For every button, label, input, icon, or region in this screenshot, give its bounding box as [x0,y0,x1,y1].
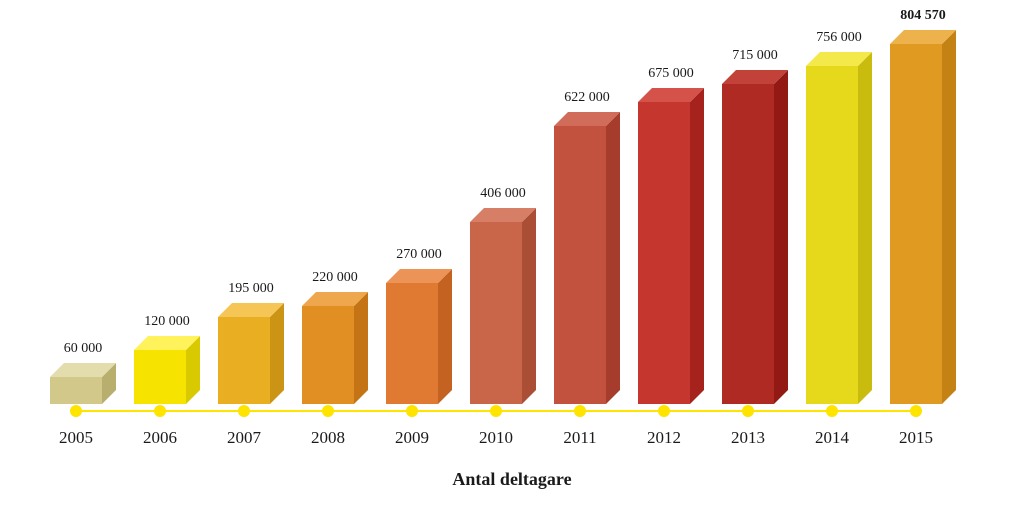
axis-dot [70,405,82,417]
bar-front [218,317,270,404]
x-tick-label: 2005 [36,428,116,448]
axis-dot [322,405,334,417]
bar-front [890,44,942,404]
axis-dot [154,405,166,417]
bar-side [270,303,284,404]
value-label: 270 000 [359,247,479,263]
bar-side [522,208,536,404]
bar [134,336,200,404]
axis-dot [826,405,838,417]
bar-front [722,84,774,404]
bar-side [858,52,872,404]
bar [218,303,284,404]
axis-dot [238,405,250,417]
x-axis-labels: 2005200620072008200920102011201220132014… [50,428,974,450]
x-tick-label: 2014 [792,428,872,448]
value-label: 406 000 [443,186,563,202]
bar-side [438,269,452,404]
bar-front [302,306,354,404]
bar-front [50,377,102,404]
bar-front [554,126,606,404]
bar [386,269,452,404]
value-label: 220 000 [275,270,395,286]
bar-front [638,102,690,404]
bar-side [354,292,368,404]
x-tick-label: 2007 [204,428,284,448]
axis-dot [742,405,754,417]
axis-dot [406,405,418,417]
bar [806,52,872,404]
axis-dot [574,405,586,417]
value-label: 715 000 [695,48,815,64]
value-label: 120 000 [107,314,227,330]
bar [470,208,536,404]
bar-front [470,222,522,404]
bar-side [942,30,956,404]
value-label: 756 000 [779,30,899,46]
axis-dot [910,405,922,417]
x-tick-label: 2011 [540,428,620,448]
x-axis [50,404,974,418]
bar [722,70,788,404]
bar-side [774,70,788,404]
bar-side [606,112,620,404]
x-tick-label: 2015 [876,428,956,448]
bar [638,88,704,404]
bar-chart: 60 000120 000195 000220 000270 000406 00… [0,0,1024,514]
x-tick-label: 2010 [456,428,536,448]
bar-front [806,66,858,404]
bar-side [690,88,704,404]
chart-title: Antal deltagare [0,469,1024,490]
x-tick-label: 2008 [288,428,368,448]
x-tick-label: 2009 [372,428,452,448]
plot-area: 60 000120 000195 000220 000270 000406 00… [50,44,974,404]
bar [890,30,956,404]
bar [554,112,620,404]
value-label: 60 000 [23,341,143,357]
x-tick-label: 2012 [624,428,704,448]
x-tick-label: 2013 [708,428,788,448]
axis-dot [658,405,670,417]
bar [50,363,116,404]
value-label: 622 000 [527,90,647,106]
bar-front [386,283,438,404]
x-tick-label: 2006 [120,428,200,448]
bar [302,292,368,404]
axis-dot [490,405,502,417]
value-label: 804 570 [863,8,983,24]
value-label: 675 000 [611,66,731,82]
bar-front [134,350,186,404]
